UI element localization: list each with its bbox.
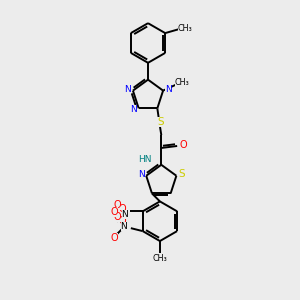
Text: O: O	[110, 207, 118, 217]
Text: N: N	[121, 222, 127, 231]
Text: S: S	[178, 169, 184, 179]
Text: HN: HN	[138, 155, 152, 164]
Text: O: O	[118, 204, 126, 214]
Text: N: N	[124, 85, 131, 94]
Text: O: O	[113, 212, 121, 222]
Text: O: O	[110, 233, 118, 243]
Text: N: N	[138, 170, 145, 179]
Text: CH₃: CH₃	[175, 78, 189, 87]
Text: O: O	[179, 140, 187, 150]
Text: CH₃: CH₃	[152, 254, 167, 263]
Text: CH₃: CH₃	[178, 24, 192, 33]
Text: N: N	[130, 105, 137, 114]
Text: N: N	[165, 85, 171, 94]
Text: S: S	[157, 117, 164, 127]
Text: O: O	[113, 200, 121, 210]
Text: N: N	[122, 210, 128, 219]
Text: O: O	[118, 216, 126, 226]
